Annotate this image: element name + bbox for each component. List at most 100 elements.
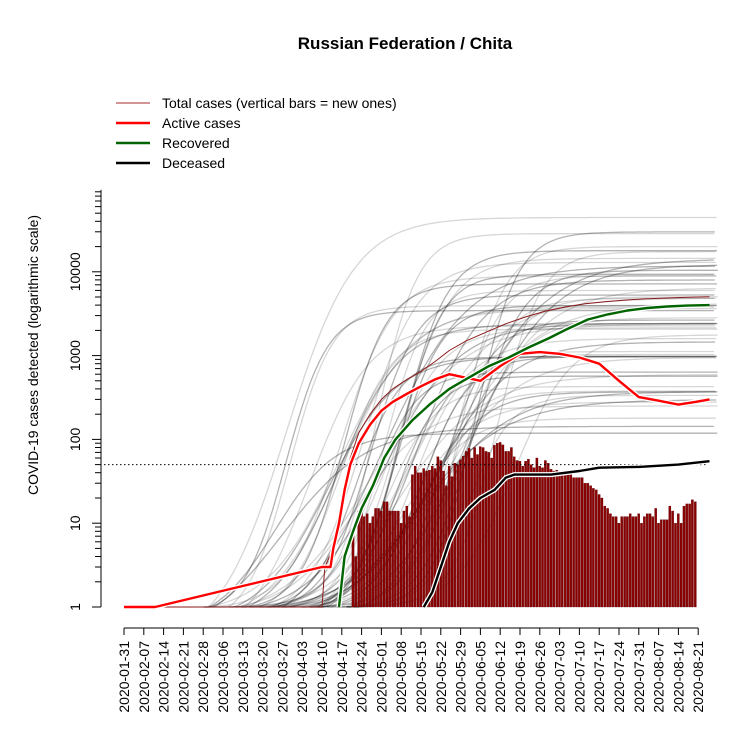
new-cases-bar xyxy=(473,447,476,608)
new-cases-bar xyxy=(654,508,657,608)
new-cases-bar xyxy=(682,505,686,608)
new-cases-bar xyxy=(677,513,680,608)
new-cases-bar xyxy=(413,465,417,608)
new-cases-bar xyxy=(586,483,590,608)
new-cases-bar xyxy=(368,523,372,608)
x-tick-label: 2020-04-24 xyxy=(354,641,370,713)
new-cases-bar xyxy=(433,468,437,608)
comparison-curve xyxy=(241,283,717,608)
y-tick-label: 1 xyxy=(67,603,83,611)
new-cases-bar xyxy=(626,516,629,608)
new-cases-bar xyxy=(436,456,440,608)
new-cases-bar xyxy=(374,508,377,608)
new-cases-bar xyxy=(402,510,406,608)
new-cases-bar xyxy=(609,513,612,608)
new-cases-bar xyxy=(399,523,403,608)
new-cases-bar xyxy=(456,464,459,608)
new-cases-bar xyxy=(634,516,638,608)
new-cases-bar xyxy=(512,456,516,608)
comparison-curve xyxy=(274,257,716,608)
x-tick-label: 2020-07-31 xyxy=(631,641,647,713)
new-cases-bar xyxy=(416,472,420,608)
new-cases-bar xyxy=(671,510,674,608)
new-cases-bar xyxy=(442,470,445,608)
new-cases-bar xyxy=(504,451,508,608)
x-tick-label: 2020-05-08 xyxy=(393,641,409,713)
x-tick-label: 2020-05-29 xyxy=(453,641,469,713)
x-tick-label: 2020-02-14 xyxy=(156,641,172,713)
new-cases-bar xyxy=(397,510,400,608)
new-cases-bar xyxy=(597,494,601,608)
new-cases-bar xyxy=(546,463,550,608)
new-cases-bar xyxy=(470,457,474,608)
new-cases-bar xyxy=(518,461,522,608)
x-tick-label: 2020-08-21 xyxy=(690,641,706,713)
new-cases-bar xyxy=(380,510,383,608)
x-tick-label: 2020-02-28 xyxy=(195,641,211,713)
new-cases-bar xyxy=(569,472,573,608)
new-cases-bar xyxy=(541,467,544,608)
new-cases-bar xyxy=(623,516,626,608)
x-tick-label: 2020-06-26 xyxy=(532,641,548,713)
new-cases-bar xyxy=(524,461,527,608)
legend-label: Active cases xyxy=(162,115,241,131)
x-tick-label: 2020-03-27 xyxy=(274,641,290,713)
comparison-curve xyxy=(249,337,717,608)
x-tick-label: 2020-05-15 xyxy=(413,641,429,713)
y-tick-label: 100 xyxy=(67,428,83,452)
new-cases-bar xyxy=(464,451,468,608)
new-cases-bar xyxy=(507,451,510,608)
comparison-curve xyxy=(266,327,717,608)
new-cases-bar xyxy=(535,457,539,608)
new-cases-bar xyxy=(578,477,581,608)
legend-label: Deceased xyxy=(162,155,225,171)
new-cases-bar xyxy=(558,472,561,608)
new-cases-bar xyxy=(580,477,584,608)
new-cases-bar xyxy=(575,477,578,608)
new-cases-bar xyxy=(549,469,553,608)
new-cases-bar xyxy=(391,510,394,608)
new-cases-bar xyxy=(552,470,556,608)
new-cases-bar xyxy=(572,477,575,608)
x-tick-label: 2020-06-12 xyxy=(492,641,508,713)
new-cases-bar xyxy=(408,516,411,608)
comparison-curve xyxy=(234,306,715,608)
recovered-line xyxy=(337,303,710,608)
new-cases-bar xyxy=(476,454,479,608)
comparison-curve xyxy=(223,305,716,608)
comparison-curve xyxy=(268,294,715,608)
comparison-curve xyxy=(278,265,715,608)
new-cases-bar xyxy=(467,448,471,608)
new-cases-bar xyxy=(555,469,558,608)
new-cases-bar xyxy=(620,516,623,608)
x-tick-label: 2020-03-20 xyxy=(255,641,271,713)
new-cases-bar xyxy=(385,501,389,608)
y-tick-label: 10 xyxy=(67,515,83,531)
new-cases-bar xyxy=(419,472,423,608)
x-tick-label: 2020-03-06 xyxy=(215,641,231,713)
x-tick-label: 2020-02-07 xyxy=(136,641,152,713)
x-tick-label: 2020-07-03 xyxy=(552,641,568,713)
new-cases-bar xyxy=(388,510,392,608)
new-cases-bar xyxy=(614,516,618,608)
x-tick-label: 2020-04-03 xyxy=(294,641,310,713)
x-tick-label: 2020-02-21 xyxy=(175,641,191,713)
x-tick-label: 2020-08-14 xyxy=(670,641,686,713)
x-tick-label: 2020-03-13 xyxy=(235,641,251,713)
new-cases-bar xyxy=(498,442,502,608)
comparison-curve xyxy=(242,323,718,608)
new-cases-bar xyxy=(665,519,669,608)
new-cases-bar xyxy=(365,513,369,608)
legend-label: Recovered xyxy=(162,135,230,151)
new-cases-bar xyxy=(360,508,363,608)
new-cases-bar xyxy=(603,505,607,608)
y-tick-label: 1000 xyxy=(67,340,83,371)
x-tick-label: 2020-05-01 xyxy=(373,641,389,713)
new-cases-bar xyxy=(600,497,604,608)
x-tick-label: 2020-06-19 xyxy=(512,641,528,713)
new-cases-bar xyxy=(589,485,592,608)
new-cases-bar xyxy=(411,474,414,608)
comparison-curve xyxy=(203,432,718,608)
new-cases-bar xyxy=(645,513,649,608)
comparison-curve xyxy=(272,385,714,608)
